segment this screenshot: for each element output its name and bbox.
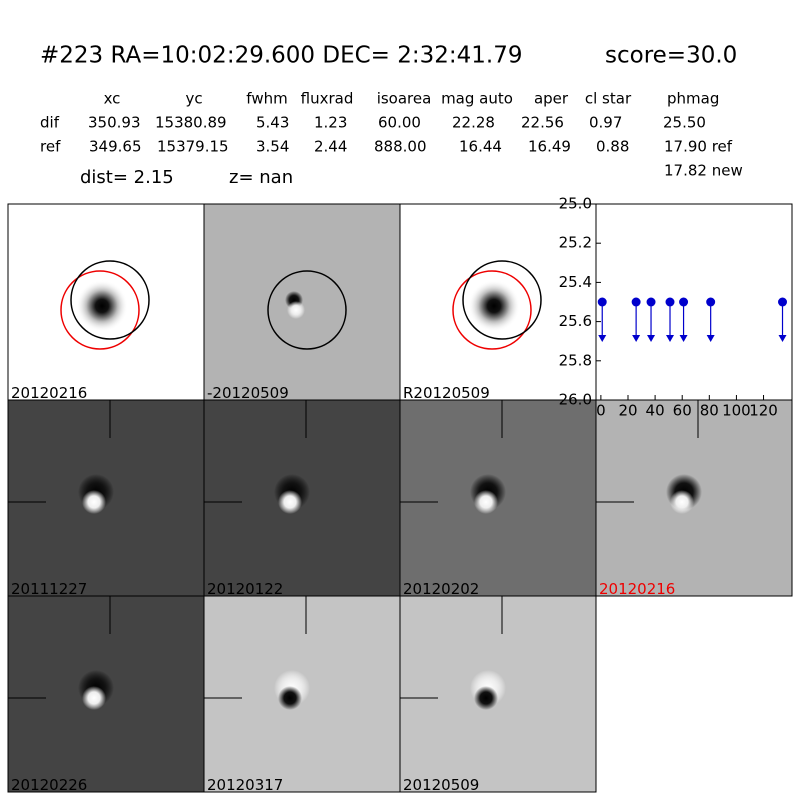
panel-label: 20120202 bbox=[403, 580, 479, 598]
panel-label: -20120509 bbox=[207, 384, 289, 402]
column-header: mag auto bbox=[441, 90, 513, 108]
table-cell: 1.23 bbox=[314, 114, 347, 132]
column-header: xc bbox=[104, 90, 121, 108]
title: #223 RA=10:02:29.600 DEC= 2:32:41.79 bbox=[40, 43, 522, 69]
table-cell: 350.93 bbox=[88, 114, 141, 132]
column-header: phmag bbox=[667, 90, 719, 108]
black-aperture bbox=[462, 260, 542, 340]
panel-label: 20120216 bbox=[599, 580, 675, 598]
point bbox=[597, 297, 607, 307]
red-aperture bbox=[452, 270, 532, 350]
arrow-head bbox=[632, 335, 641, 342]
column-header: cl star bbox=[585, 90, 632, 108]
table-cell: 22.56 bbox=[521, 114, 564, 132]
panel-label: 20120317 bbox=[207, 776, 283, 794]
column-header: fluxrad bbox=[301, 90, 354, 108]
point bbox=[665, 297, 675, 307]
table-cell: 17.90 ref bbox=[664, 138, 733, 156]
x-tick-label: 120 bbox=[749, 402, 778, 420]
point bbox=[706, 297, 716, 307]
point bbox=[778, 297, 788, 307]
source bbox=[468, 280, 520, 332]
score: score=30.0 bbox=[605, 43, 737, 69]
column-header: isoarea bbox=[377, 90, 432, 108]
arrow-head bbox=[647, 335, 656, 342]
panel-label: 20120226 bbox=[11, 776, 87, 794]
panel-label: 20111227 bbox=[11, 580, 87, 598]
arrow-head bbox=[598, 335, 607, 342]
point bbox=[679, 297, 689, 307]
table-cell: 16.44 bbox=[459, 138, 502, 156]
table-cell: 888.00 bbox=[374, 138, 427, 156]
x-tick-label: 0 bbox=[596, 402, 606, 420]
table-cell: 0.97 bbox=[589, 114, 622, 132]
panel-label: 20120216 bbox=[11, 384, 87, 402]
arrow-head bbox=[778, 335, 787, 342]
table-cell: 16.49 bbox=[528, 138, 571, 156]
table-cell: 22.28 bbox=[452, 114, 495, 132]
table-cell: 15380.89 bbox=[155, 114, 227, 132]
dipole-b bbox=[82, 490, 106, 514]
table-cell: 15379.15 bbox=[157, 138, 229, 156]
dipole-light bbox=[287, 301, 305, 319]
panel-label: R20120509 bbox=[403, 384, 490, 402]
source bbox=[76, 280, 128, 332]
table-cell: 3.54 bbox=[256, 138, 289, 156]
column-header: fwhm bbox=[246, 90, 287, 108]
column-header: aper bbox=[534, 90, 569, 108]
red-aperture bbox=[60, 270, 140, 350]
table-cell: 25.50 bbox=[663, 114, 706, 132]
table-cell: 349.65 bbox=[89, 138, 142, 156]
y-tick-label: 25.2 bbox=[559, 234, 592, 252]
column-header: yc bbox=[185, 90, 202, 108]
extra-mag: 17.82 new bbox=[664, 162, 743, 180]
table-cell: 5.43 bbox=[256, 114, 289, 132]
dipole-b bbox=[278, 686, 302, 710]
y-tick-label: 25.4 bbox=[559, 273, 592, 291]
x-tick-label: 80 bbox=[700, 402, 719, 420]
table-cell: dif bbox=[40, 114, 60, 132]
black-aperture bbox=[70, 260, 150, 340]
arrow-head bbox=[666, 335, 675, 342]
redshift: z= nan bbox=[229, 167, 293, 188]
table-cell: 0.88 bbox=[596, 138, 629, 156]
dist: dist= 2.15 bbox=[80, 167, 174, 188]
panel-label: 20120509 bbox=[403, 776, 479, 794]
point bbox=[631, 297, 641, 307]
dipole-b bbox=[670, 490, 694, 514]
point bbox=[646, 297, 656, 307]
table-cell: 60.00 bbox=[378, 114, 421, 132]
plot-area bbox=[595, 203, 793, 401]
black-aperture bbox=[267, 270, 347, 350]
dipole-b bbox=[278, 490, 302, 514]
arrow-head bbox=[706, 335, 715, 342]
table-cell: 2.44 bbox=[314, 138, 347, 156]
dipole-b bbox=[82, 686, 106, 710]
arrow-head bbox=[679, 335, 688, 342]
panel-label: 20120122 bbox=[207, 580, 283, 598]
dipole-b bbox=[474, 490, 498, 514]
x-tick-label: 60 bbox=[673, 402, 692, 420]
table-cell: ref bbox=[40, 138, 61, 156]
y-tick-label: 25.0 bbox=[559, 195, 592, 213]
x-tick-label: 100 bbox=[722, 402, 751, 420]
y-tick-label: 26.0 bbox=[559, 391, 592, 409]
x-tick-label: 40 bbox=[646, 402, 665, 420]
y-tick-label: 25.8 bbox=[559, 351, 592, 369]
x-tick-label: 20 bbox=[618, 402, 637, 420]
dipole-b bbox=[474, 686, 498, 710]
y-tick-label: 25.6 bbox=[559, 312, 592, 330]
